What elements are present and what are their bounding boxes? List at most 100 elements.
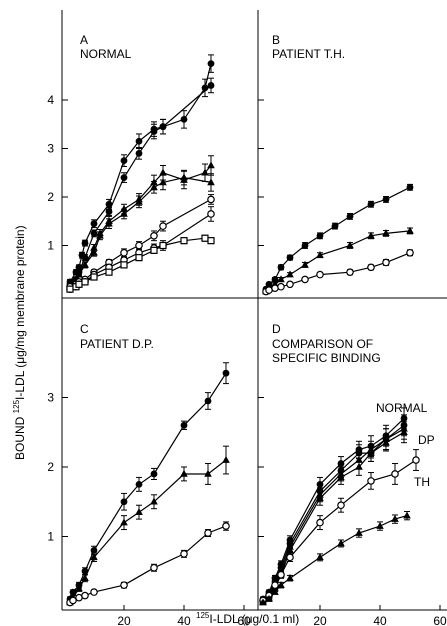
data-point (406, 183, 414, 191)
data-point (346, 268, 354, 276)
data-point (120, 261, 128, 269)
data-point (150, 497, 158, 505)
data-point (201, 168, 209, 176)
data-point (105, 268, 113, 276)
data-point (316, 251, 324, 258)
plots (66, 54, 420, 607)
data-point (150, 128, 158, 135)
data-point (277, 580, 285, 588)
data-point (316, 494, 324, 502)
data-point (135, 149, 143, 157)
data-point (207, 161, 215, 169)
data-point (204, 469, 212, 477)
data-point (180, 173, 188, 181)
data-point (346, 213, 354, 220)
data-point (105, 219, 113, 227)
x-tick-label: 60 (237, 614, 251, 626)
x-tick-label: 20 (117, 614, 131, 626)
data-point (301, 275, 309, 284)
y-tick-label: 1 (47, 530, 54, 544)
series-label-dp: DP (418, 433, 435, 447)
data-point (222, 369, 230, 377)
data-point (382, 258, 390, 267)
y-tick-label: 4 (47, 93, 54, 107)
data-point (81, 591, 89, 600)
y-tick-label: 3 (47, 142, 54, 156)
data-point (90, 273, 98, 281)
data-point (265, 280, 273, 288)
data-point (337, 501, 345, 510)
data-point (75, 270, 83, 278)
panel-d (259, 407, 420, 606)
data-point (159, 178, 167, 186)
data-point (376, 521, 384, 529)
data-point (207, 178, 215, 186)
data-point (180, 469, 188, 477)
data-point (120, 157, 128, 165)
x-tick-label: 40 (373, 614, 387, 626)
data-point (180, 550, 188, 558)
data-point (367, 477, 375, 485)
data-point (207, 237, 215, 245)
x-tick-label: 40 (177, 614, 191, 626)
data-point (207, 195, 215, 204)
data-point (337, 473, 345, 481)
data-point (81, 254, 89, 262)
data-point (90, 248, 98, 256)
panel-a (66, 54, 215, 293)
data-point (135, 507, 143, 515)
data-point (271, 587, 279, 595)
data-point (316, 232, 324, 240)
data-point (150, 232, 158, 240)
data-point (120, 581, 128, 589)
data-point (286, 254, 294, 262)
data-point (150, 563, 158, 572)
data-point (355, 462, 363, 470)
data-point (150, 470, 158, 478)
x-tick-label: 60 (433, 614, 447, 626)
data-point (180, 421, 188, 429)
svg-text:125I-LDL (μg/0.1 ml): 125I-LDL (μg/0.1 ml) (196, 611, 299, 626)
data-point (412, 456, 420, 464)
panel-b-title: PATIENT T.H. (272, 47, 345, 61)
data-point (159, 123, 167, 131)
data-point (207, 82, 215, 89)
data-point (316, 270, 324, 279)
data-point (75, 280, 83, 288)
data-point (367, 200, 375, 208)
data-point (406, 226, 414, 234)
series-c-2 (66, 521, 230, 607)
series-a-4 (66, 194, 215, 291)
data-point (120, 518, 128, 526)
data-point (90, 547, 98, 554)
data-point (81, 574, 89, 581)
data-point (207, 210, 215, 218)
series-a-6 (66, 234, 215, 293)
data-point (120, 204, 128, 212)
data-point (277, 275, 285, 283)
data-point (96, 231, 104, 239)
data-point (277, 282, 285, 291)
panel-d-title-line2: SPECIFIC BINDING (272, 351, 381, 365)
data-point (159, 222, 167, 230)
y-tick-label: 3 (47, 391, 54, 405)
series-a-3 (66, 169, 215, 290)
data-point (120, 174, 128, 182)
series-line (69, 372, 227, 600)
y-tick-label: 1 (47, 239, 54, 253)
panel-c-letter: C (80, 322, 89, 336)
data-point (90, 588, 98, 596)
data-point (286, 546, 294, 554)
data-point (135, 480, 143, 488)
data-point (69, 588, 77, 596)
data-point (120, 498, 128, 506)
panel-a-title: NORMAL (80, 47, 132, 61)
data-point (301, 242, 309, 249)
data-point (403, 511, 411, 519)
data-point (222, 455, 230, 463)
series-b-0 (262, 183, 414, 293)
data-point (271, 581, 279, 589)
data-point (382, 196, 390, 203)
data-point (286, 270, 294, 278)
